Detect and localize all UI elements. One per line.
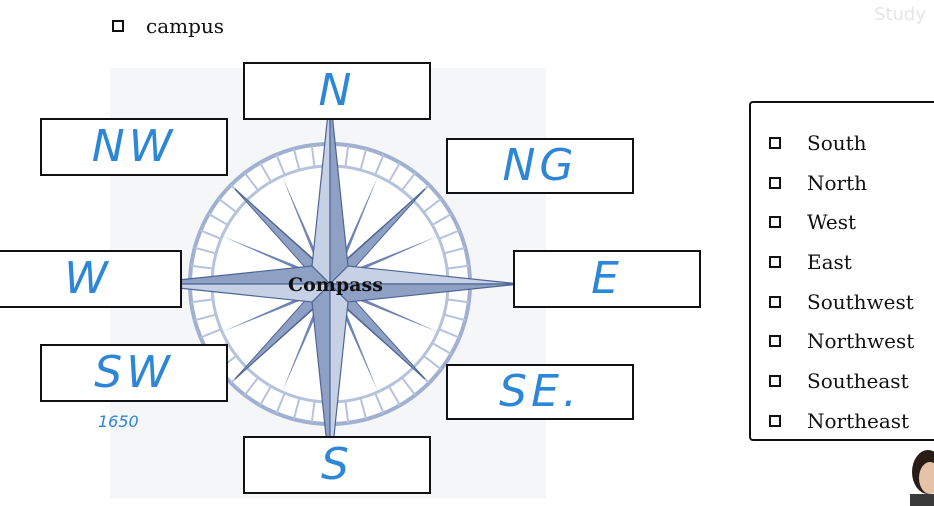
- checklist-item[interactable]: Northeast: [769, 401, 914, 441]
- checklist-item[interactable]: West: [769, 202, 914, 242]
- compass-tick: [310, 145, 316, 168]
- compass-tick: [423, 355, 442, 371]
- answer-text-nw: NW: [91, 121, 177, 172]
- compass-tick: [438, 229, 460, 240]
- compass-tick: [191, 298, 214, 304]
- checklist-item-label: Northeast: [807, 408, 910, 433]
- checkbox[interactable]: [112, 20, 124, 32]
- checklist-item[interactable]: Northwest: [769, 321, 914, 361]
- answer-text-s: S: [321, 439, 353, 490]
- compass-tick: [446, 264, 469, 270]
- answer-text-sw: SW: [94, 347, 174, 398]
- compass-tick: [243, 172, 259, 191]
- checklist-item[interactable]: Southeast: [769, 361, 914, 401]
- compass-tick: [310, 400, 316, 423]
- compass-tick: [431, 213, 452, 226]
- compass-tick: [443, 246, 466, 255]
- checklist-item-label: Northwest: [807, 329, 915, 354]
- handwritten-note-sw: 1650: [98, 412, 139, 431]
- compass-tick: [275, 154, 286, 176]
- compass-tick: [374, 154, 385, 176]
- answer-box-se[interactable]: SE.: [446, 364, 634, 420]
- checkbox[interactable]: [769, 136, 781, 149]
- compass-tick: [388, 162, 401, 183]
- answer-text-ne: NG: [502, 140, 578, 191]
- compass-tick: [344, 145, 350, 168]
- answer-text-n: N: [318, 65, 356, 116]
- answer-box-ne[interactable]: NG: [446, 138, 634, 194]
- checkbox[interactable]: [769, 295, 781, 308]
- compass-tick: [275, 392, 286, 414]
- checklist-item[interactable]: Southwest: [769, 282, 914, 322]
- checkbox[interactable]: [769, 374, 781, 387]
- compass-label: Compass: [288, 274, 383, 296]
- top-option[interactable]: campus: [112, 14, 224, 38]
- compass-tick: [423, 197, 442, 213]
- top-option-label: campus: [146, 14, 225, 38]
- checklist-item-label: North: [807, 170, 868, 195]
- compass-rose: Compass: [139, 93, 521, 475]
- compass-tick: [191, 264, 214, 270]
- answer-box-nw[interactable]: NW: [40, 118, 228, 176]
- checklist-item-label: Southwest: [807, 289, 914, 314]
- compass-cardinal-points: [139, 93, 521, 475]
- compass-tick: [401, 172, 417, 191]
- answer-box-n[interactable]: N: [243, 62, 431, 120]
- compass-tick: [443, 313, 466, 322]
- direction-checklist: South North West East Southwest Northwes…: [749, 101, 934, 441]
- checkbox[interactable]: [769, 216, 781, 229]
- compass-tick: [194, 246, 217, 255]
- compass-tick: [292, 397, 301, 420]
- compass-tick: [446, 298, 469, 304]
- compass-tick: [438, 328, 460, 339]
- checklist-item-label: West: [807, 210, 857, 235]
- compass-tick: [292, 148, 301, 171]
- checklist-item[interactable]: North: [769, 163, 914, 203]
- presenter-video: [910, 450, 934, 506]
- checklist-item-label: Southeast: [807, 368, 909, 393]
- compass-tick: [200, 229, 222, 240]
- checkbox[interactable]: [769, 176, 781, 189]
- watermark: Study: [874, 4, 926, 25]
- compass-tick: [259, 162, 272, 183]
- checkbox[interactable]: [769, 335, 781, 348]
- answer-box-s[interactable]: S: [243, 436, 431, 494]
- compass-tick: [218, 197, 237, 213]
- checkbox[interactable]: [769, 414, 781, 427]
- compass-tick: [194, 313, 217, 322]
- compass-tick: [344, 400, 350, 423]
- compass-tick: [401, 377, 417, 396]
- compass-tick: [259, 385, 272, 406]
- compass-tick: [359, 148, 368, 171]
- checklist-item[interactable]: South: [769, 123, 914, 163]
- checklist-item-label: South: [807, 130, 867, 155]
- compass-tick: [374, 392, 385, 414]
- answer-text-w: W: [64, 253, 112, 304]
- compass-tick: [200, 328, 222, 339]
- answer-text-e: E: [591, 253, 623, 304]
- compass-tick: [388, 385, 401, 406]
- answer-box-w[interactable]: W: [0, 250, 182, 308]
- answer-box-e[interactable]: E: [513, 250, 701, 308]
- compass-tick: [208, 213, 229, 226]
- answer-text-se: SE.: [499, 366, 581, 417]
- answer-box-sw[interactable]: SW: [40, 344, 228, 402]
- compass-ticks: [190, 144, 470, 424]
- compass-diagonal-points: [234, 188, 426, 380]
- compass-tick: [243, 377, 259, 396]
- checkbox[interactable]: [769, 255, 781, 268]
- compass-tick: [431, 342, 452, 355]
- checklist-item[interactable]: East: [769, 242, 914, 282]
- compass-tick: [359, 397, 368, 420]
- checklist-item-label: East: [807, 249, 852, 274]
